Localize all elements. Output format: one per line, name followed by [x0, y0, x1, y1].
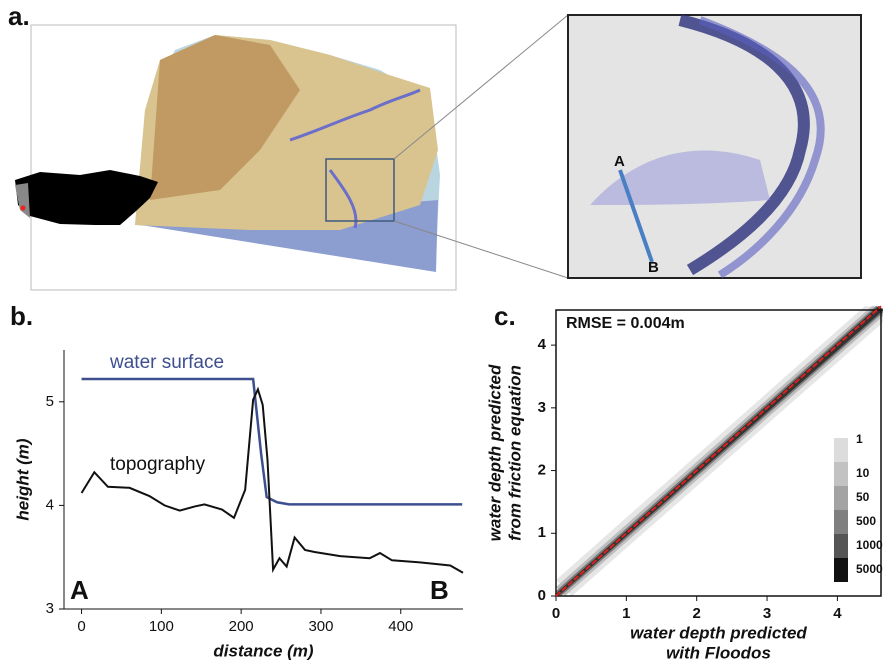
inset-river: [698, 16, 825, 279]
x-tick-label: 300: [308, 618, 333, 635]
colorbar-swatch: [834, 462, 848, 486]
x-axis-label: water depth predicted: [630, 623, 807, 642]
inset: [567, 14, 862, 279]
point-label: B: [648, 259, 659, 276]
colorbar-label: 50: [856, 490, 870, 504]
x-tick-label: 200: [229, 618, 254, 635]
y-tick-label: 3: [538, 399, 546, 416]
x-tick-label: 2: [693, 605, 701, 622]
annotation: B: [430, 575, 449, 605]
colorbar-swatch: [834, 486, 848, 510]
connector: [393, 220, 569, 279]
annotation: RMSE = 0.004m: [566, 315, 685, 332]
colorbar-label: 1000: [856, 538, 883, 552]
y-axis-label: from friction equation: [505, 365, 524, 541]
plot-frame: [555, 309, 882, 597]
colorbar-swatch: [834, 510, 848, 534]
fit-line: [555, 305, 882, 597]
series-label: topography: [110, 454, 206, 475]
section-line: [618, 169, 654, 263]
panel-label: c.: [494, 301, 516, 331]
mountains: [150, 35, 300, 200]
california: [15, 183, 30, 218]
y-tick-label: 0: [538, 587, 546, 604]
x-tick-label: 100: [149, 618, 174, 635]
y-axis-label: water depth predicted: [485, 364, 504, 541]
x-tick-label: 3: [763, 605, 771, 622]
colorbar-swatch: [834, 534, 848, 558]
colorbar-swatch: [834, 558, 848, 582]
panel-label: a.: [8, 1, 30, 31]
y-tick-label: 5: [46, 393, 54, 410]
colorbar-label: 1: [856, 432, 863, 446]
zoom-box: [325, 158, 395, 222]
connector: [393, 14, 569, 160]
x-axis-label: with Floodos: [666, 643, 771, 662]
annotation: A: [70, 575, 89, 605]
y-tick-label: 3: [46, 600, 54, 617]
x-tick-label: 4: [833, 605, 842, 622]
river: [289, 88, 421, 229]
data-line: [81, 377, 463, 506]
panel-label: b.: [10, 301, 33, 331]
series-label: water surface: [109, 352, 224, 373]
location-dot: [20, 205, 26, 211]
us-map: [15, 170, 158, 225]
y-tick-label: 1: [538, 524, 546, 541]
x-tick-label: 0: [77, 618, 85, 635]
y-tick-label: 2: [538, 462, 546, 479]
colorbar-swatch: [834, 438, 848, 462]
y-tick-label: 4: [46, 496, 54, 513]
y-tick-label: 4: [538, 336, 547, 353]
colorbar-label: 500: [856, 514, 876, 528]
colorbar-label: 5000: [856, 562, 883, 576]
map-panel: A B a.: [8, 1, 862, 291]
x-tick-label: 0: [552, 605, 560, 622]
y-axis-label: height (m): [13, 438, 32, 520]
data-line: [80, 386, 464, 574]
colorbar-label: 10: [856, 466, 870, 480]
x-tick-label: 1: [622, 605, 630, 622]
inset-flood: [590, 150, 770, 205]
point-label: A: [614, 153, 625, 170]
x-tick-label: 400: [388, 618, 413, 635]
x-axis-label: distance (m): [213, 641, 313, 660]
